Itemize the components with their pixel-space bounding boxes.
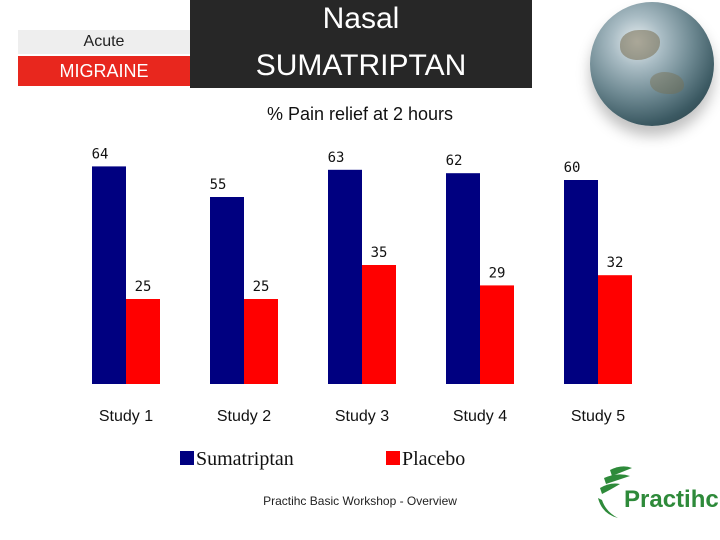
bar-placebo (126, 299, 160, 384)
bar-chart: 64 25 Study 1 55 25 Study 2 63 35 Study 3 62 29 Stu… (92, 146, 632, 425)
x-tick-label: Study 4 (453, 408, 507, 425)
data-label-sumatriptan: 64 (92, 146, 109, 162)
data-label-placebo: 32 (607, 255, 624, 271)
data-label-placebo: 25 (253, 279, 270, 295)
x-tick-label: Study 2 (217, 408, 271, 425)
bar-sumatriptan (328, 169, 362, 384)
bar-placebo (480, 285, 514, 384)
legend-label-placebo: Placebo (402, 448, 466, 470)
data-label-placebo: 35 (371, 245, 388, 261)
data-label-sumatriptan: 55 (210, 177, 227, 193)
chart-title: % Pain relief at 2 hours (266, 104, 454, 124)
legend-item-sumatriptan: Sumatriptan (180, 446, 294, 472)
acute-tag: Acute (18, 30, 190, 54)
bar-placebo (244, 299, 278, 384)
hand-logo-icon (598, 466, 632, 518)
legend-item-placebo: Placebo (386, 446, 465, 472)
data-label-sumatriptan: 62 (446, 153, 463, 169)
bar-sumatriptan (210, 197, 244, 384)
bar-placebo (362, 265, 396, 384)
globe-image (590, 2, 714, 126)
title-banner: Nasal SUMATRIPTAN (190, 0, 532, 88)
title-line-2: SUMATRIPTAN (255, 49, 467, 82)
x-tick-label: Study 5 (571, 408, 625, 425)
data-label-sumatriptan: 63 (328, 150, 345, 166)
bar-sumatriptan (92, 166, 126, 384)
globe-landmass (650, 72, 684, 94)
logo-wordmark: Practihc (624, 486, 719, 513)
title-line-1: Nasal (322, 2, 400, 35)
practihc-logo: Practihc (596, 462, 719, 526)
data-label-placebo: 25 (135, 279, 152, 295)
legend-swatch-placebo (386, 451, 400, 465)
bar-sumatriptan (564, 180, 598, 384)
migraine-tag: MIGRAINE (18, 56, 190, 86)
x-tick-label: Study 1 (99, 408, 153, 425)
footer-text: Practihc Basic Workshop - Overview (263, 494, 457, 508)
bar-sumatriptan (446, 173, 480, 384)
x-tick-label: Study 3 (335, 408, 389, 425)
data-label-sumatriptan: 60 (564, 160, 581, 176)
bar-placebo (598, 275, 632, 384)
data-label-placebo: 29 (489, 265, 506, 281)
legend-swatch-sumatriptan (180, 451, 194, 465)
legend-label-sumatriptan: Sumatriptan (196, 448, 294, 470)
